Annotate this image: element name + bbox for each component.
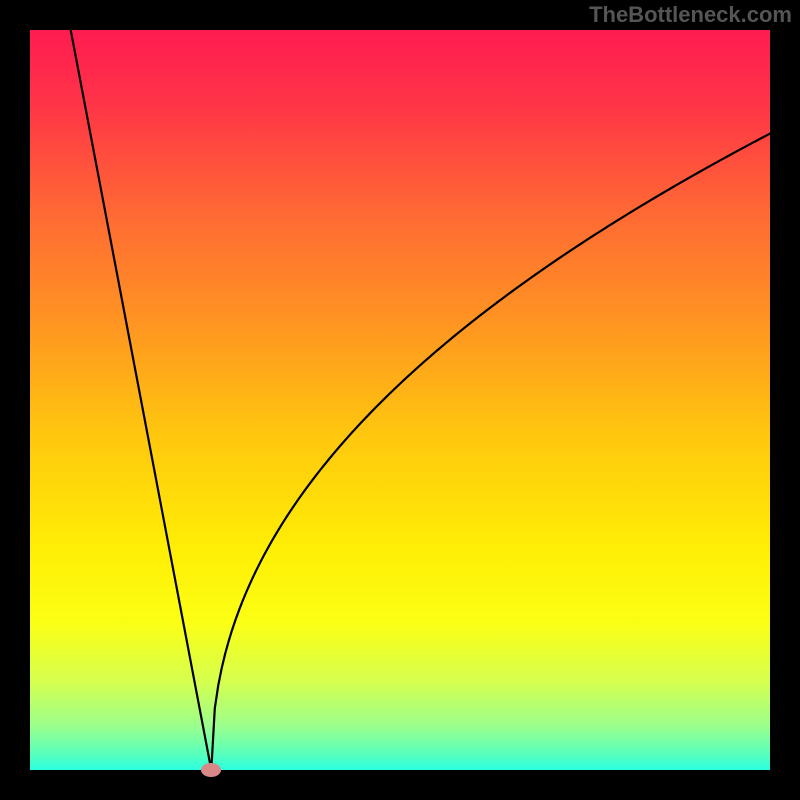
watermark-text: TheBottleneck.com [589,2,792,28]
bottleneck-curve [71,30,770,770]
chart-container: TheBottleneck.com [0,0,800,800]
minimum-marker [201,763,221,777]
plot-area [30,30,770,770]
curve-svg [30,30,770,770]
